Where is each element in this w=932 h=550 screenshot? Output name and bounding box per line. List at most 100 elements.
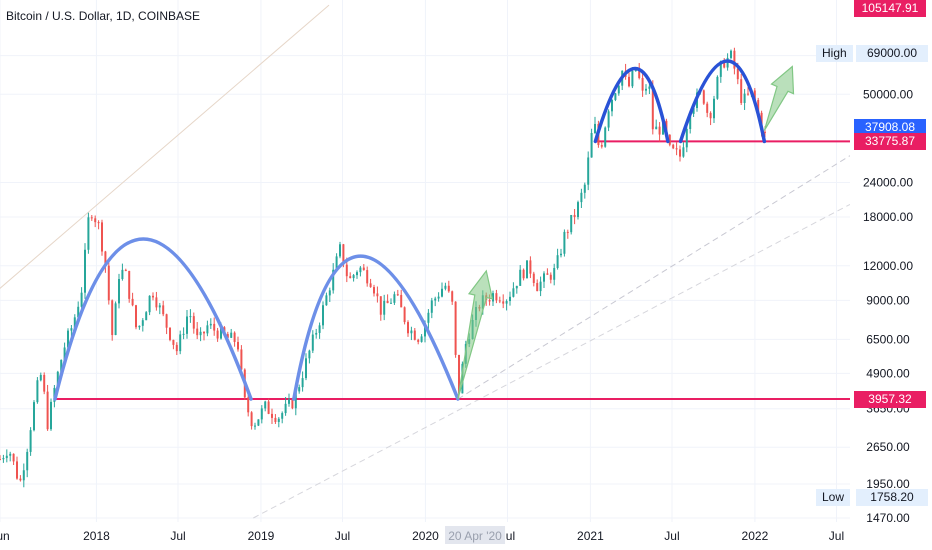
- grid-lines: [0, 0, 850, 522]
- candle-body: [226, 334, 229, 338]
- candle-body: [288, 399, 290, 404]
- candle-body: [413, 330, 416, 340]
- time-tick-label: Jul: [335, 529, 350, 543]
- candle-body: [155, 297, 158, 308]
- candle-body: [104, 251, 107, 266]
- candle-body: [230, 332, 233, 338]
- candle-body: [706, 103, 709, 113]
- candle-body: [645, 88, 647, 91]
- candle-body: [315, 332, 318, 335]
- candle-body: [583, 184, 586, 193]
- candle-body: [118, 279, 120, 304]
- candle-body: [339, 244, 341, 257]
- candle-body: [543, 273, 545, 282]
- candle-body: [172, 339, 175, 345]
- low-value: 1758.20: [856, 489, 928, 506]
- cup-arcs: [53, 59, 767, 401]
- trend-line: [457, 155, 851, 400]
- candle-body: [444, 285, 447, 289]
- price-tick-label: 12000.00: [863, 259, 913, 273]
- candle-body: [12, 453, 15, 462]
- trend-line: [0, 4, 330, 289]
- candle-body: [458, 354, 460, 394]
- candle-body: [566, 231, 569, 233]
- candle-body: [658, 126, 661, 135]
- candle-body: [454, 301, 457, 355]
- candle-body: [509, 296, 511, 302]
- candle-body: [607, 111, 610, 128]
- candle-body: [250, 412, 253, 427]
- candle-body: [308, 350, 311, 359]
- time-tick-label: Jun: [0, 529, 10, 543]
- candle-body: [141, 320, 144, 326]
- candle-body: [628, 76, 630, 87]
- candle-body: [757, 99, 760, 113]
- candle-body: [26, 451, 29, 471]
- candle-body: [264, 401, 267, 409]
- candle-body: [16, 461, 18, 479]
- candle-body: [284, 403, 287, 414]
- candle-body: [203, 331, 205, 334]
- projection-arrows: [457, 65, 795, 400]
- candle-body: [675, 148, 678, 150]
- candle-body: [393, 294, 396, 303]
- candle-body: [594, 123, 596, 134]
- candle-body: [19, 478, 22, 481]
- candle-body: [274, 417, 277, 422]
- trend-lines: [0, 4, 851, 519]
- time-axis[interactable]: Jun2018Jul2019Jul2020Jul2021Jul2022Jul20…: [0, 526, 844, 544]
- candle-body: [36, 380, 39, 403]
- candle-body: [349, 276, 352, 279]
- trend-line: [253, 203, 851, 519]
- candle-body: [553, 267, 556, 280]
- candle-body: [679, 149, 681, 157]
- candle-body: [580, 192, 583, 203]
- candle-body: [94, 218, 97, 223]
- candle-body: [162, 305, 165, 315]
- candle-body: [379, 296, 382, 315]
- candle-body: [529, 260, 532, 274]
- price-tick-label: 24000.00: [863, 175, 913, 189]
- candle-body: [403, 307, 406, 323]
- candle-body: [692, 107, 695, 114]
- candle-body: [138, 325, 141, 328]
- candle-body: [101, 222, 103, 252]
- price-tag: 33775.87: [854, 132, 926, 150]
- price-tick-label: 6500.00: [866, 332, 910, 346]
- candle-body: [376, 293, 379, 297]
- candle-body: [97, 222, 100, 224]
- candle-body: [539, 281, 542, 292]
- projection-arrow: [763, 65, 795, 131]
- candle-body: [366, 270, 369, 284]
- time-tick-label: Jul: [664, 529, 679, 543]
- candle-body: [22, 470, 25, 481]
- candle-body: [107, 265, 110, 301]
- candle-body: [209, 323, 212, 326]
- candle-body: [182, 333, 185, 335]
- candle-body: [121, 269, 124, 280]
- candle-body: [359, 267, 362, 273]
- symbol-title: Bitcoin / U.S. Dollar, 1D, COINBASE: [6, 9, 201, 23]
- candle-body: [206, 325, 209, 334]
- candle-body: [420, 336, 423, 342]
- candle-body: [87, 217, 90, 250]
- candle-body: [685, 129, 688, 148]
- candle-body: [56, 371, 59, 388]
- cup-arc: [593, 67, 670, 144]
- candle-body: [281, 413, 284, 419]
- candle-body: [233, 332, 236, 342]
- candle-body: [369, 283, 372, 288]
- time-tick-label: Jul: [170, 529, 185, 543]
- candle-body: [651, 86, 654, 130]
- candle-body: [342, 244, 345, 265]
- price-tick-label: 1470.00: [866, 511, 910, 525]
- time-tick-label: 2022: [742, 529, 769, 543]
- candle-body: [247, 397, 250, 413]
- candle-body: [437, 296, 440, 299]
- candle-body: [689, 113, 692, 130]
- candle-body: [90, 217, 93, 219]
- candle-body: [294, 391, 297, 409]
- candle-body: [512, 288, 515, 297]
